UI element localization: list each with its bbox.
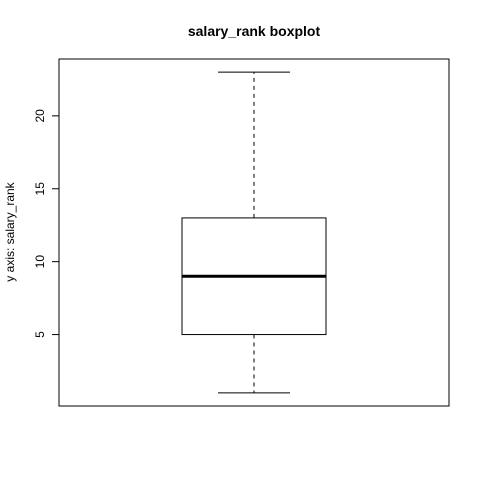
y-axis-label: y axis: salary_rank bbox=[3, 181, 17, 281]
y-tick-label: 15 bbox=[33, 182, 47, 196]
chart-title: salary_rank boxplot bbox=[188, 23, 321, 39]
y-axis: 5 10 15 20 bbox=[33, 109, 60, 338]
y-tick-label: 5 bbox=[33, 331, 47, 338]
y-tick-label: 20 bbox=[33, 109, 47, 123]
y-tick-label: 10 bbox=[33, 255, 47, 269]
boxplot-group bbox=[181, 71, 327, 394]
